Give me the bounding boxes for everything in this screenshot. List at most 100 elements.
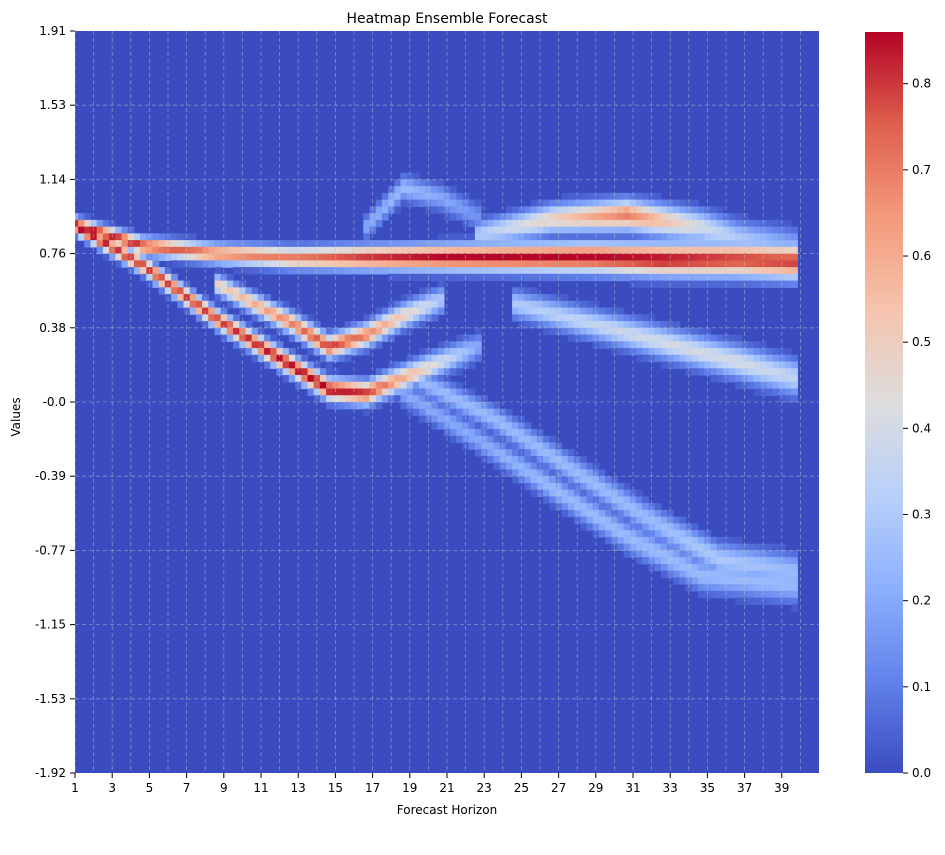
heatmap-cell	[536, 199, 544, 207]
heatmap-cell	[716, 206, 724, 214]
heatmap-cell	[524, 219, 532, 228]
heatmap-cell	[623, 341, 631, 349]
heatmap-cell	[549, 206, 557, 214]
heatmap-cell	[636, 341, 643, 349]
heatmap-cell	[679, 523, 687, 531]
heatmap-cell	[561, 267, 569, 275]
heatmap-cell	[629, 321, 637, 329]
heatmap-cell	[288, 354, 296, 363]
heatmap-cell	[772, 226, 780, 234]
heatmap-cell	[679, 516, 687, 525]
heatmap-cell	[729, 260, 736, 268]
heatmap-cell	[412, 307, 420, 315]
heatmap-cell	[295, 368, 302, 376]
heatmap-cell	[673, 321, 681, 329]
heatmap-cell	[735, 557, 743, 565]
heatmap-cell	[685, 199, 693, 207]
heatmap-cell	[784, 260, 792, 268]
heatmap-cell	[431, 395, 439, 403]
heatmap-cell	[456, 334, 464, 342]
heatmap-cell	[487, 402, 495, 410]
heatmap-cell	[753, 253, 761, 261]
heatmap-cell	[704, 577, 712, 585]
heatmap-cell	[419, 408, 426, 417]
heatmap-cell	[543, 199, 550, 207]
heatmap-cell	[766, 260, 774, 268]
heatmap-cell	[586, 267, 594, 275]
heatmap-cell	[363, 314, 371, 322]
heatmap-cell	[592, 516, 600, 525]
heatmap-cell	[400, 179, 408, 187]
heatmap-cell	[574, 206, 581, 214]
heatmap-cell	[226, 260, 234, 268]
heatmap-cell	[722, 368, 730, 376]
heatmap-cell	[685, 348, 693, 356]
heatmap-cell	[753, 233, 761, 241]
heatmap-cell	[784, 226, 792, 234]
heatmap-cell	[344, 260, 352, 268]
heatmap-cell	[772, 543, 780, 551]
heatmap-cell	[313, 341, 321, 349]
heatmap-cell	[549, 321, 557, 329]
heatmap-cell	[623, 240, 631, 248]
heatmap-cell	[772, 273, 780, 282]
heatmap-cell	[784, 240, 792, 248]
heatmap-cell	[338, 267, 346, 275]
heatmap-cell	[450, 199, 457, 207]
heatmap-cell	[716, 334, 724, 342]
heatmap-cell	[735, 226, 743, 234]
heatmap-cell	[778, 550, 786, 558]
heatmap-cell	[233, 321, 240, 329]
heatmap-cell	[400, 294, 408, 302]
heatmap-cell	[567, 462, 575, 471]
heatmap-cell	[171, 287, 178, 295]
heatmap-cell	[543, 260, 550, 268]
heatmap-cell	[363, 395, 371, 403]
heatmap-cell	[685, 563, 693, 572]
heatmap-cell	[456, 240, 464, 248]
heatmap-cell	[214, 294, 222, 302]
heatmap-cell	[735, 334, 743, 342]
heatmap-cell	[419, 253, 426, 261]
heatmap-cell	[524, 213, 532, 221]
heatmap-cell	[270, 307, 278, 315]
grid-lines	[75, 31, 819, 773]
heatmap-cell	[791, 563, 798, 572]
y-tick-label: -0.77	[35, 543, 66, 557]
heatmap-cell	[487, 428, 495, 437]
heatmap-cell	[524, 469, 532, 477]
heatmap-cell	[245, 327, 253, 336]
heatmap-cell	[431, 240, 439, 248]
heatmap-cell	[698, 557, 705, 565]
heatmap-cell	[189, 287, 197, 295]
heatmap-cell	[617, 307, 625, 315]
heatmap-cell	[412, 408, 420, 417]
heatmap-cell	[505, 253, 513, 261]
heatmap-cell	[679, 267, 687, 275]
heatmap-cell	[698, 530, 705, 538]
heatmap-cell	[660, 509, 668, 518]
heatmap-cell	[375, 314, 383, 322]
heatmap-cell	[251, 287, 259, 295]
heatmap-cell	[729, 341, 736, 349]
heatmap-cell	[592, 503, 600, 511]
heatmap-cell	[394, 327, 402, 336]
heatmap-cell	[288, 348, 296, 356]
heatmap-cell	[195, 307, 203, 315]
heatmap-cell	[307, 361, 315, 369]
heatmap-cell	[363, 246, 371, 255]
heatmap-cell	[282, 307, 290, 315]
colorbar-tick-label: 0.8	[912, 77, 931, 91]
heatmap-cell	[698, 348, 705, 356]
heatmap-cell	[586, 334, 594, 342]
heatmap-cell	[133, 260, 141, 268]
heatmap-cell	[636, 219, 643, 228]
heatmap-cell	[753, 361, 761, 369]
heatmap-cell	[326, 267, 333, 275]
heatmap-cell	[301, 375, 309, 383]
heatmap-cell	[338, 348, 346, 356]
heatmap-cell	[158, 233, 166, 241]
heatmap-cell	[394, 199, 402, 207]
heatmap-cell	[784, 253, 792, 261]
heatmap-cell	[456, 199, 464, 207]
